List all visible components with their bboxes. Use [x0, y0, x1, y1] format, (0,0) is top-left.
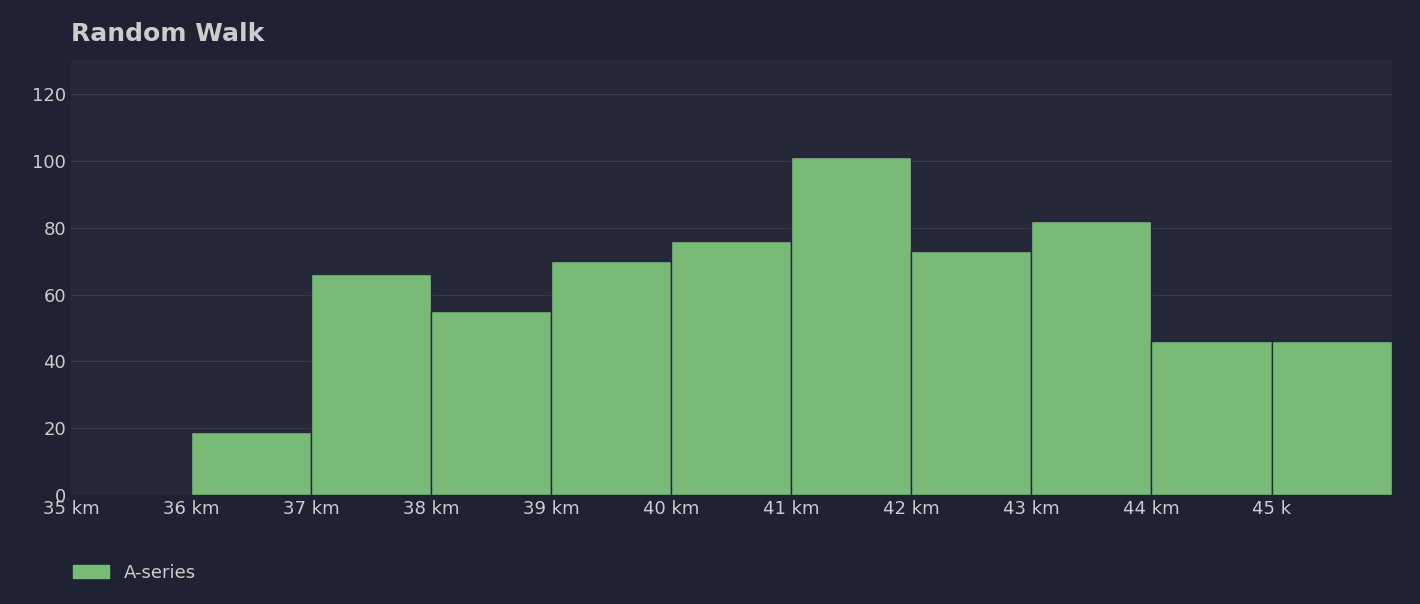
Bar	[1152, 341, 1271, 495]
Bar	[551, 261, 672, 495]
Bar	[791, 158, 912, 495]
Bar	[432, 311, 551, 495]
Bar	[1271, 341, 1392, 495]
Bar	[672, 241, 791, 495]
Text: Random Walk: Random Walk	[71, 22, 264, 46]
Bar	[311, 274, 432, 495]
Bar	[192, 432, 311, 495]
Legend: A-series: A-series	[65, 556, 203, 589]
Bar	[1031, 221, 1152, 495]
Bar	[912, 251, 1031, 495]
